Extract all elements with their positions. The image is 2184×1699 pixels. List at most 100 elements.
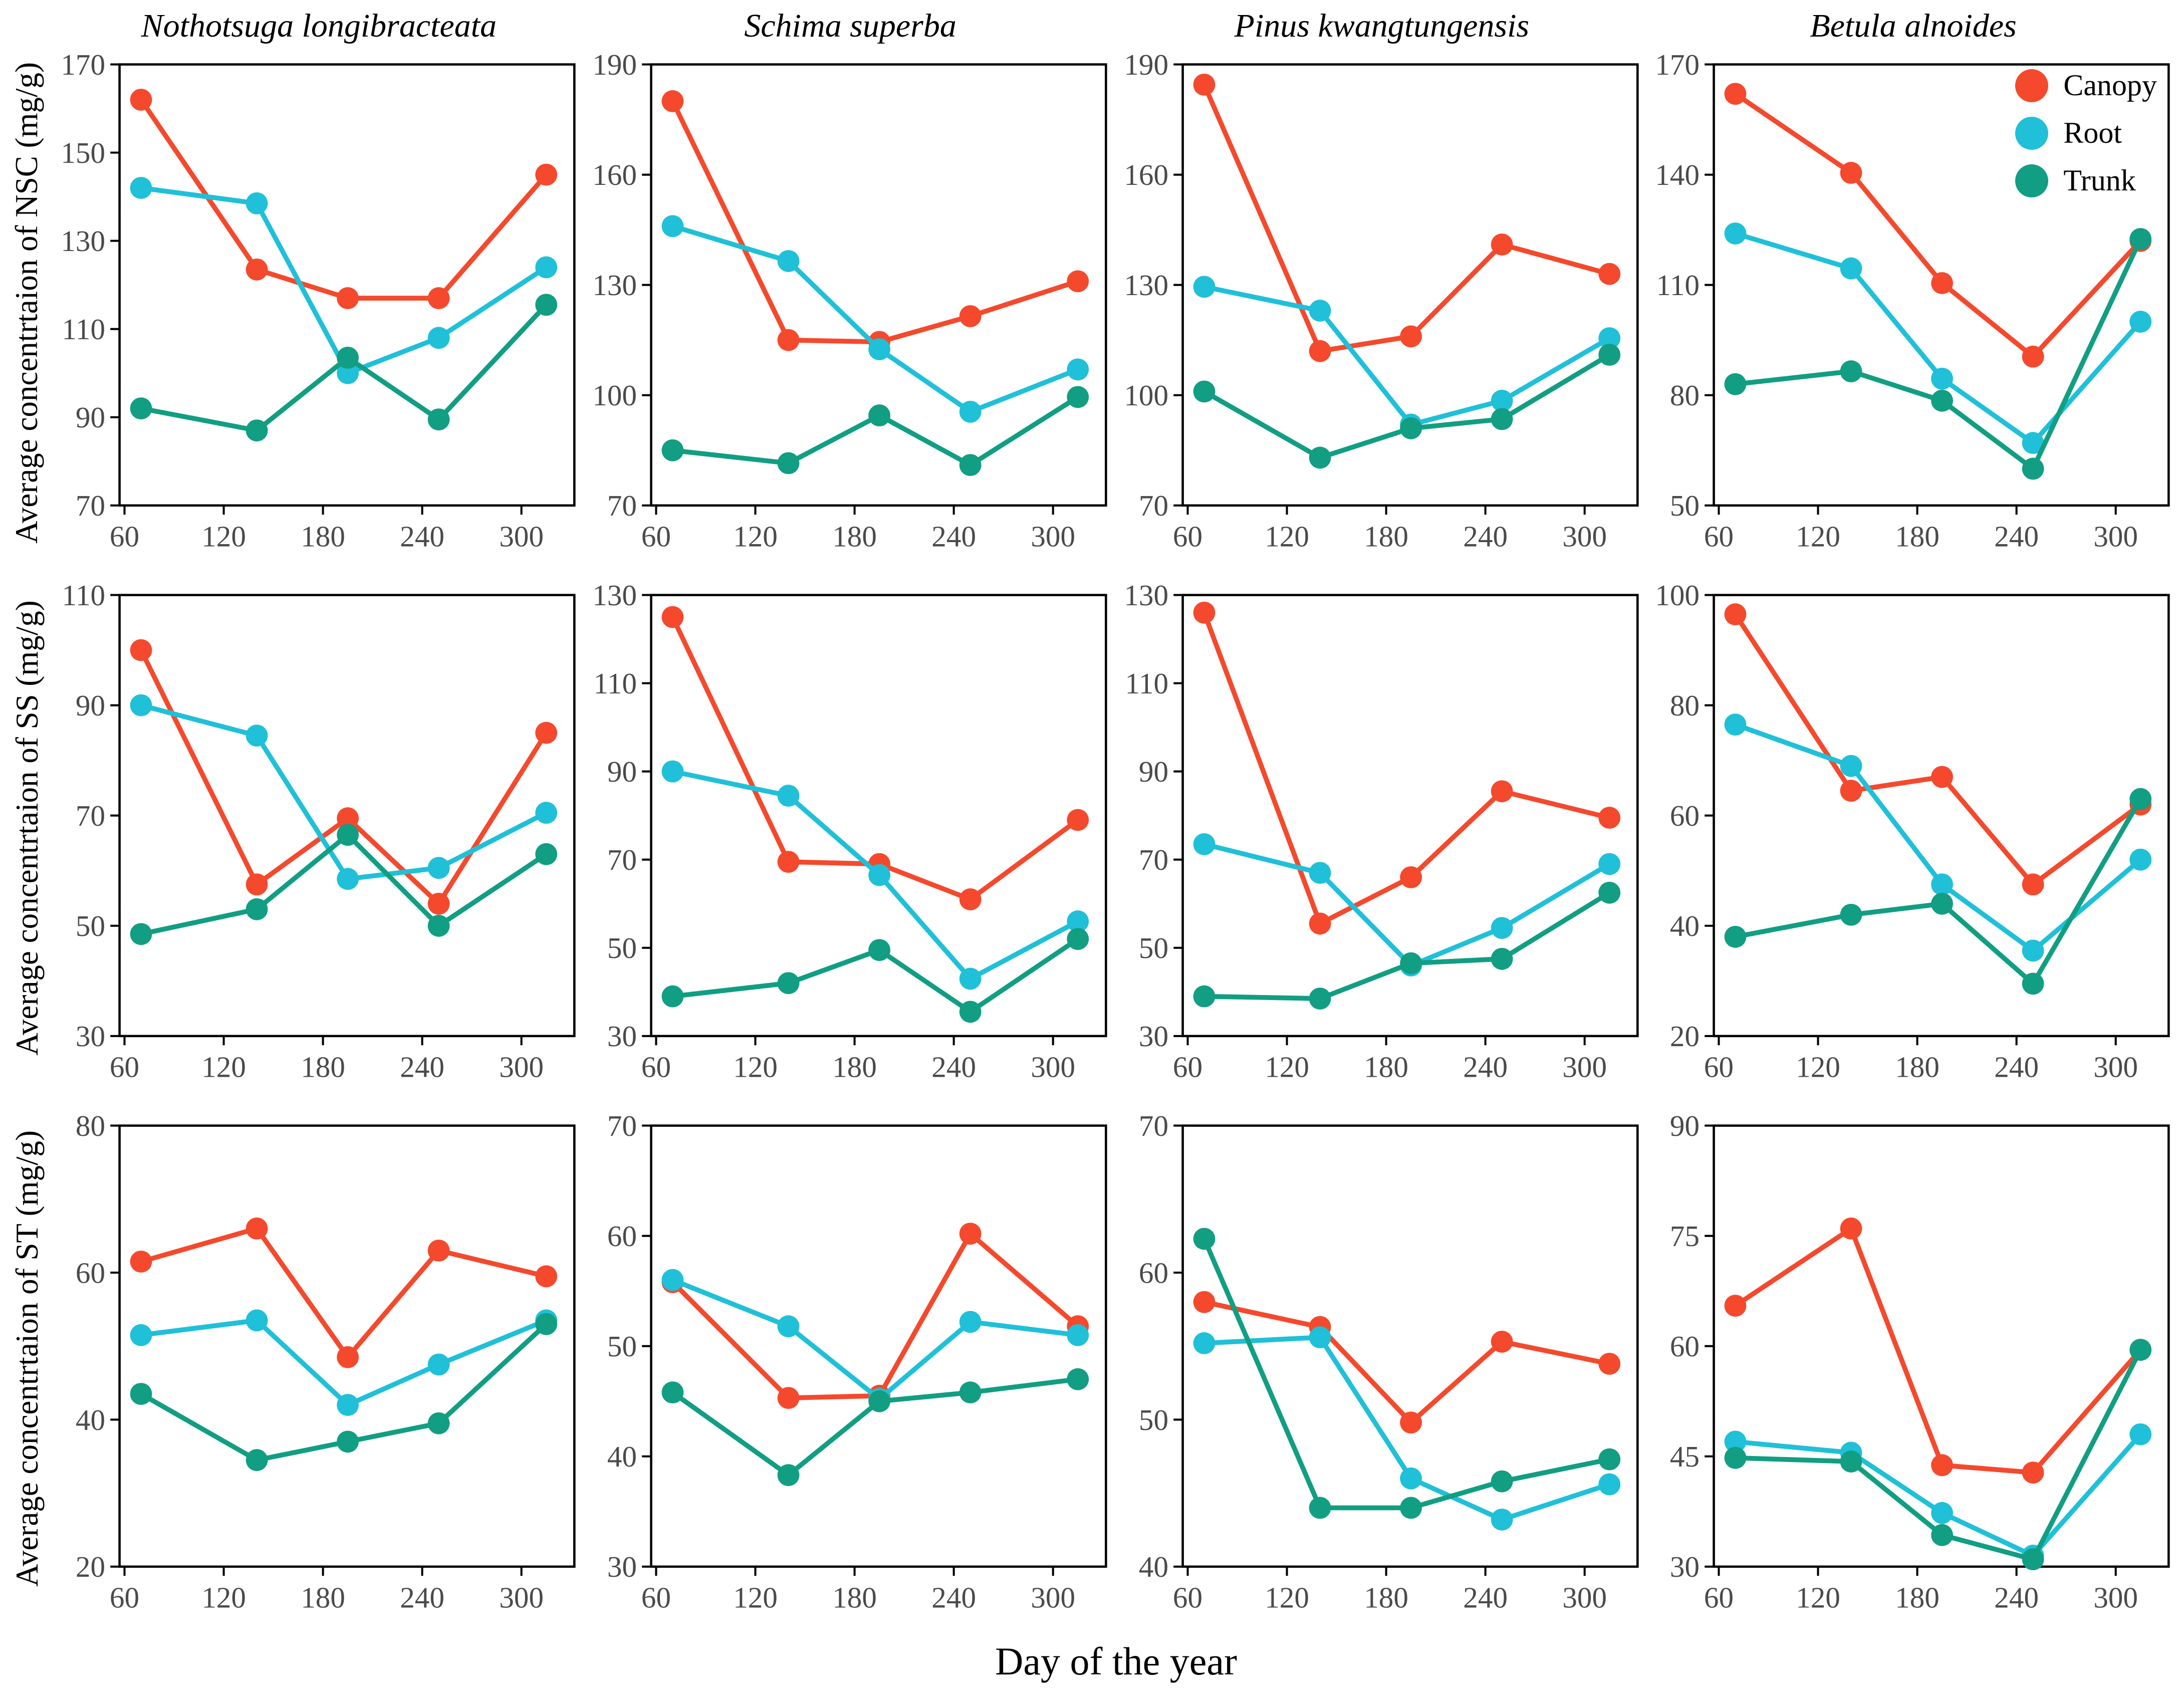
svg-text:40: 40 [607,1440,637,1473]
svg-text:40: 40 [1670,909,1700,942]
svg-text:90: 90 [76,689,105,722]
legend: Canopy Root Trunk [2015,68,2157,198]
svg-text:75: 75 [1670,1220,1700,1253]
subplot-nsc-betula: Betula alnoides 60 120 180 240 300 50 80 110 140… [1647,3,2179,563]
svg-text:180: 180 [1364,1050,1408,1083]
legend-label-canopy: Canopy [2063,69,2157,102]
subplot-st-betula: 60 120 180 240 300 30 45 60 75 90 [1647,1093,2179,1624]
svg-text:130: 130 [1124,580,1168,612]
svg-text:60: 60 [1704,1050,1734,1083]
svg-text:60: 60 [1670,1330,1700,1363]
svg-text:170: 170 [1655,49,1700,81]
svg-text:80: 80 [1670,379,1700,412]
svg-text:100: 100 [1124,379,1168,412]
svg-text:120: 120 [1796,520,1840,553]
svg-text:70: 70 [607,843,637,876]
svg-text:30: 30 [1670,1550,1700,1583]
svg-text:180: 180 [832,1581,877,1614]
svg-text:130: 130 [592,269,637,302]
svg-text:300: 300 [499,520,544,553]
svg-text:90: 90 [1670,1110,1700,1142]
subplot-ss-pinus: 60 120 180 240 300 30 50 70 90 110 130 [1116,563,1648,1093]
subplot-nsc-pinus: Pinus kwangtungensis 60 120 180 240 300 70 100… [1116,3,1648,563]
svg-text:300: 300 [1562,520,1607,553]
svg-text:140: 140 [1655,158,1700,191]
svg-text:120: 120 [1265,520,1309,553]
svg-text:60: 60 [607,1220,637,1253]
legend-item-trunk: Trunk [2015,163,2157,198]
svg-text:120: 120 [201,1050,246,1083]
svg-text:240: 240 [1995,1050,2039,1083]
chart-nsc-schima: 60 120 180 240 300 70 100 130 160 190 [592,49,1107,553]
svg-text:60: 60 [641,520,671,553]
svg-text:170: 170 [61,49,105,81]
svg-text:45: 45 [1670,1440,1700,1473]
plot-title: Pinus kwangtungensis [1234,8,1530,44]
svg-text:100: 100 [592,379,637,412]
chart-ss-pinus: 60 120 180 240 300 30 50 70 90 110 130 [1124,580,1639,1083]
svg-text:70: 70 [607,1110,637,1142]
subplot-nsc-nothotsuga: Nothotsuga longibracteata 60 120 180 240 300… [53,3,585,563]
svg-text:120: 120 [733,1050,778,1083]
svg-text:130: 130 [592,580,637,612]
svg-text:60: 60 [1138,1256,1168,1289]
svg-text:240: 240 [931,520,976,553]
svg-text:120: 120 [201,520,246,553]
svg-text:50: 50 [1138,931,1168,964]
svg-text:190: 190 [1124,49,1168,81]
svg-text:150: 150 [61,136,105,169]
svg-text:60: 60 [76,1256,105,1289]
svg-text:30: 30 [607,1550,637,1583]
svg-text:300: 300 [1031,520,1075,553]
chart-nsc-pinus: 60 120 180 240 300 70 100 130 160 190 [1124,49,1639,553]
legend-label-root: Root [2063,116,2122,149]
svg-text:160: 160 [592,158,637,191]
svg-text:180: 180 [832,1050,877,1083]
svg-text:90: 90 [607,755,637,788]
svg-text:180: 180 [301,520,345,553]
svg-text:60: 60 [1172,1581,1202,1614]
subplot-ss-nothotsuga: 60 120 180 240 300 30 50 70 90 110 [53,563,585,1093]
svg-text:240: 240 [1463,1050,1508,1083]
svg-text:110: 110 [62,580,106,612]
svg-text:90: 90 [1138,755,1168,788]
svg-text:300: 300 [2094,1050,2138,1083]
svg-text:240: 240 [931,1581,976,1614]
plot-title: Betula alnoides [1810,8,2017,44]
plot-title: Nothotsuga longibracteata [141,8,497,44]
svg-text:120: 120 [733,520,778,553]
svg-text:70: 70 [76,799,105,832]
svg-text:240: 240 [400,1581,444,1614]
chart-ss-schima: 60 120 180 240 300 30 50 70 90 110 130 [592,580,1107,1083]
svg-text:90: 90 [76,401,105,434]
svg-text:50: 50 [76,909,105,942]
chart-ss-nothotsuga: 60 120 180 240 300 30 50 70 90 110 [62,580,576,1083]
svg-text:180: 180 [832,520,877,553]
svg-text:180: 180 [301,1050,345,1083]
svg-text:60: 60 [1172,1050,1202,1083]
svg-text:70: 70 [1138,843,1168,876]
subplot-ss-betula: 60 120 180 240 300 20 40 60 80 100 [1647,563,2179,1093]
legend-item-canopy: Canopy [2015,68,2157,103]
svg-text:70: 70 [1138,489,1168,522]
chart-st-schima: 60 120 180 240 300 30 40 50 60 70 [607,1110,1107,1614]
svg-text:60: 60 [1704,520,1734,553]
svg-text:130: 130 [1124,269,1168,302]
subplot-ss-schima: 60 120 180 240 300 30 50 70 90 110 130 [585,563,1116,1093]
subplot-st-nothotsuga: 60 120 180 240 300 20 40 60 80 [53,1093,585,1624]
y-axis-label-ss-text: Average concentrtaion of SS (mg/g) [9,600,45,1056]
svg-text:120: 120 [1265,1581,1309,1614]
svg-text:120: 120 [1796,1581,1840,1614]
svg-text:300: 300 [499,1050,544,1083]
chart-st-betula: 60 120 180 240 300 30 45 60 75 90 [1670,1110,2170,1614]
svg-text:40: 40 [76,1403,105,1436]
svg-text:120: 120 [1265,1050,1309,1083]
chart-nsc-betula: 60 120 180 240 300 50 80 110 140 170 [1655,49,2170,553]
svg-text:50: 50 [1670,489,1700,522]
svg-text:300: 300 [1562,1050,1607,1083]
svg-text:110: 110 [593,667,637,700]
chart-st-pinus: 60 120 180 240 300 40 50 60 70 [1138,1110,1639,1614]
svg-text:120: 120 [1796,1050,1840,1083]
chart-nsc-nothotsuga: 60 120 180 240 300 70 90 110 130 150 170 [61,49,576,553]
